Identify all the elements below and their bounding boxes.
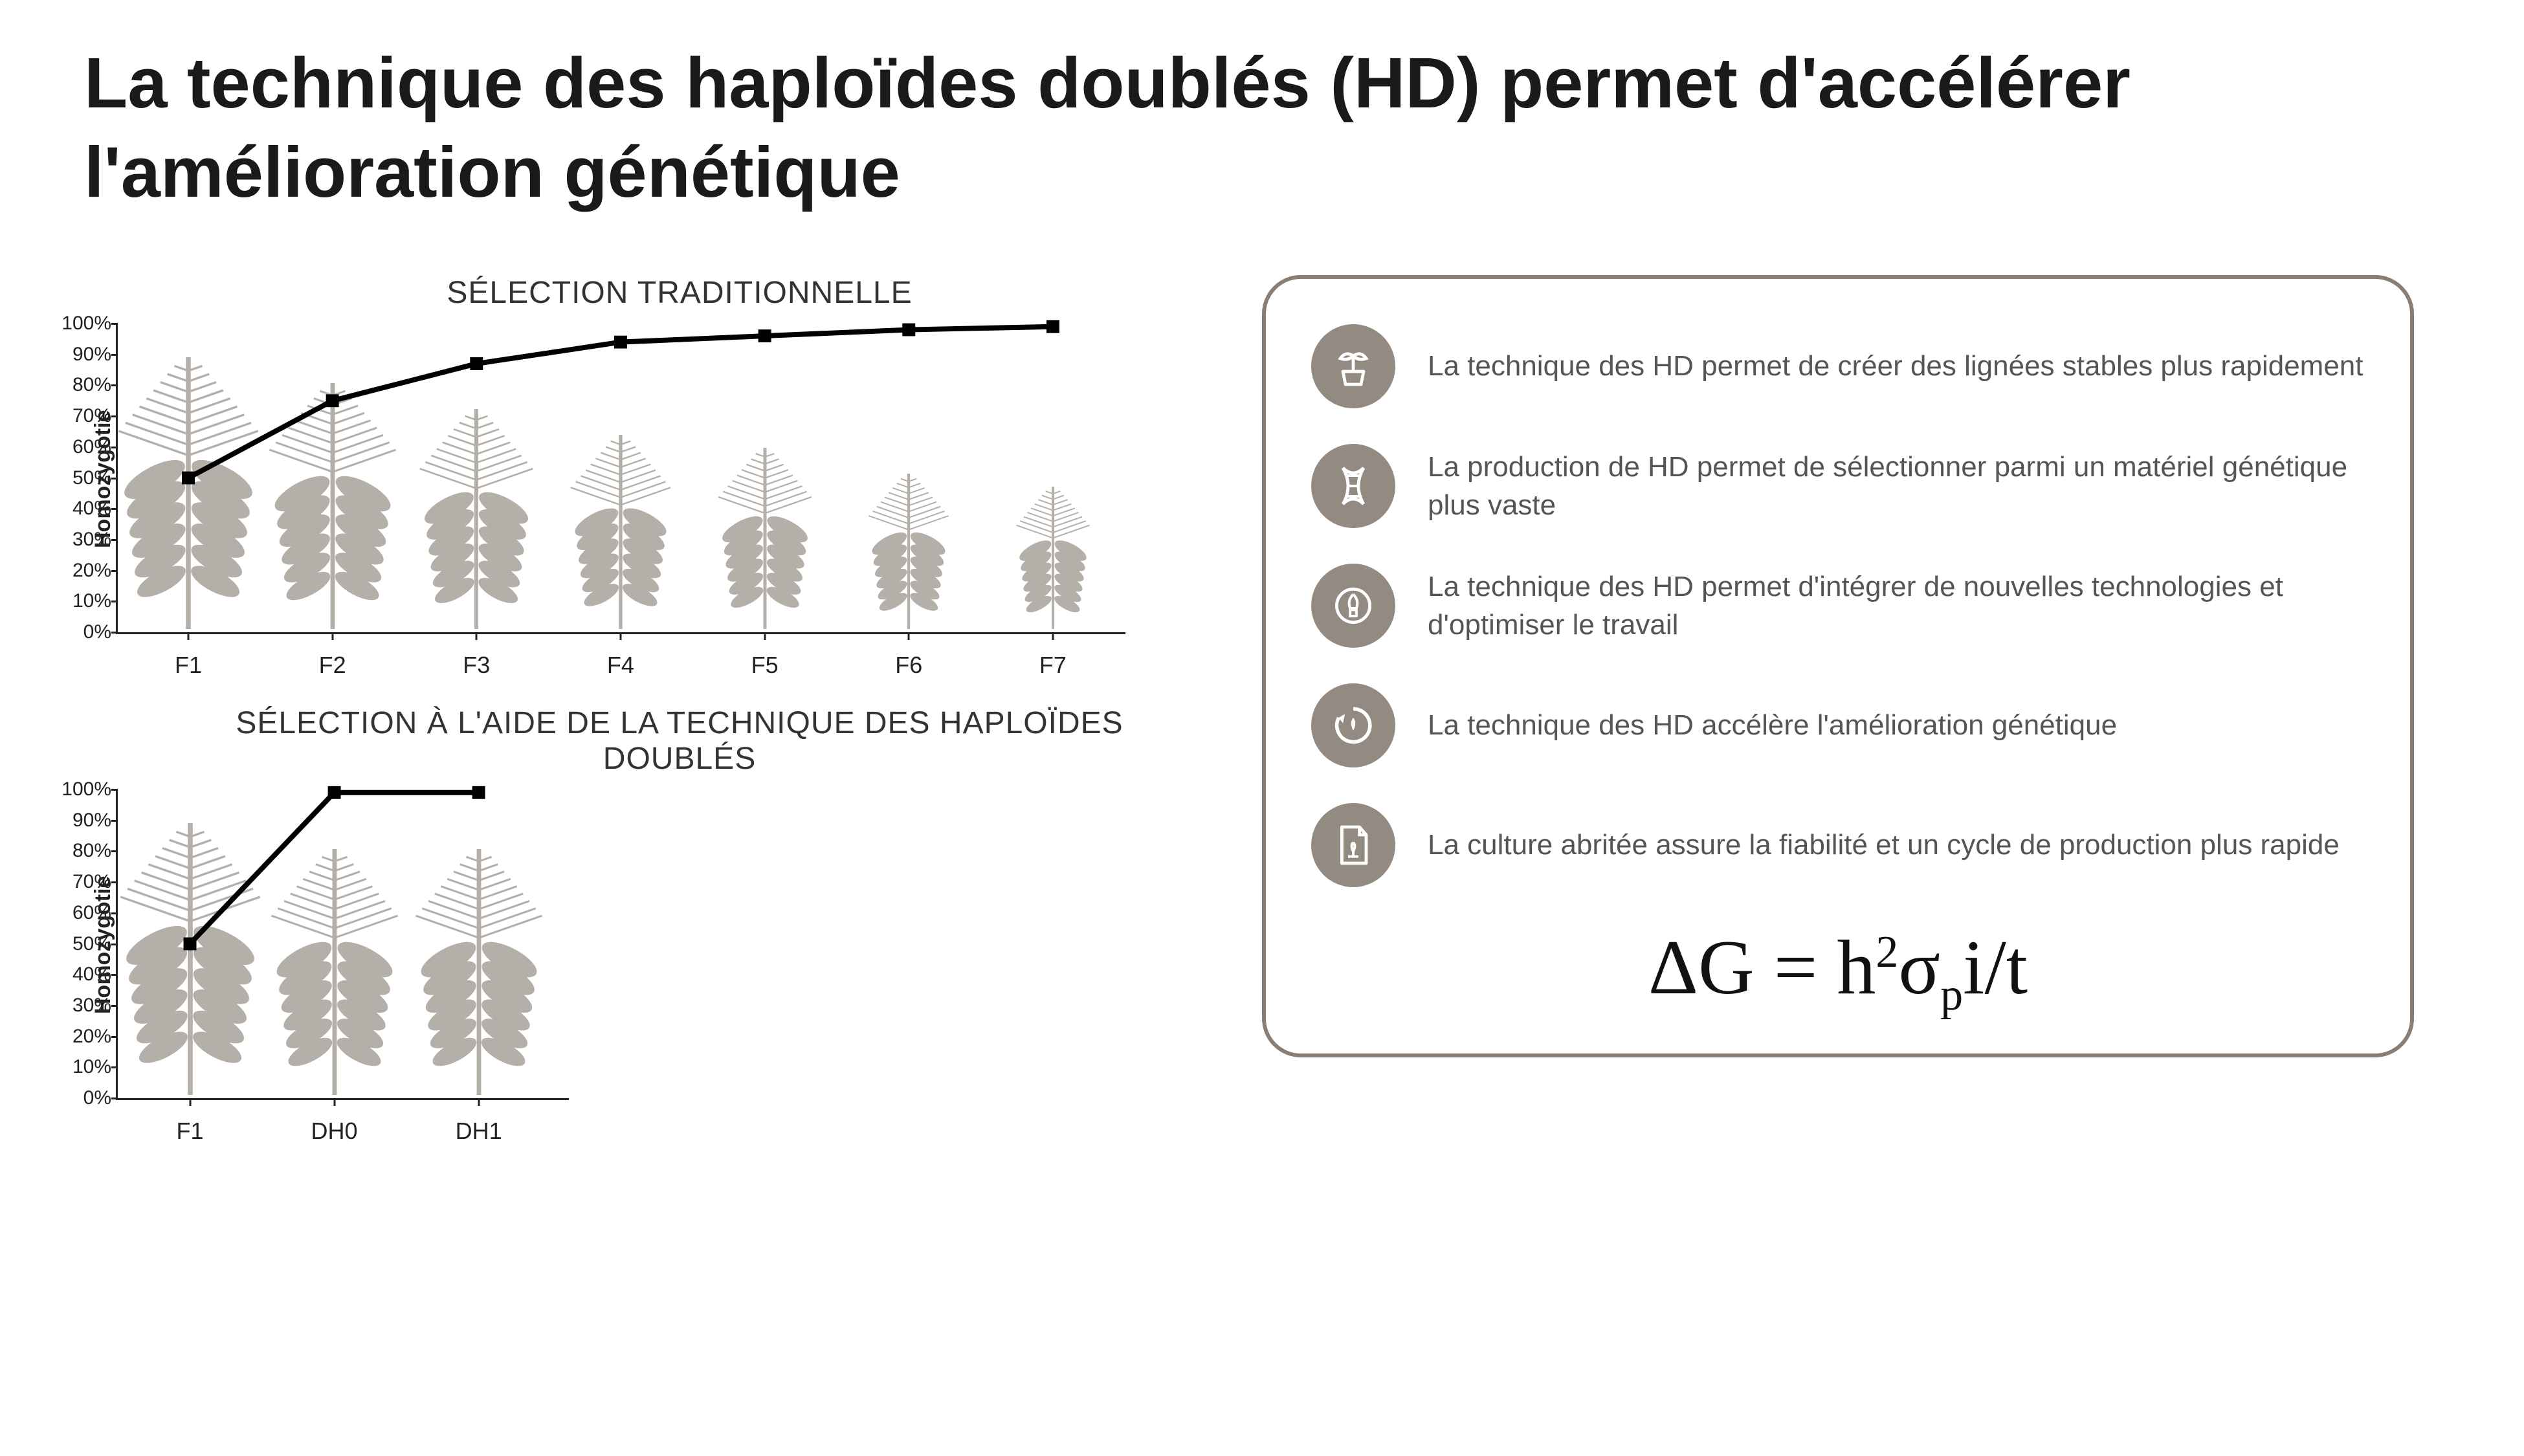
ytick-label: 30% — [47, 995, 111, 1017]
formula-eq: = — [1755, 924, 1837, 1010]
info-item: La technique des HD permet d'intégrer de… — [1311, 564, 2365, 648]
ytick-label: 60% — [47, 902, 111, 924]
ytick-label: 40% — [47, 498, 111, 520]
charts-column: SÉLECTION TRADITIONNELLE Homozygotie 0%1… — [84, 275, 1197, 1171]
chart2-plot: 0%10%20%30%40%50%60%70%80%90%100% F1 DH0… — [116, 789, 569, 1100]
ytick-label: 70% — [47, 871, 111, 893]
ytick-label: 90% — [47, 344, 111, 366]
formula-delta: Δ — [1648, 924, 1698, 1010]
ytick-label: 30% — [47, 529, 111, 551]
info-item-text: La technique des HD permet de créer des … — [1428, 347, 2363, 385]
ytick-label: 10% — [47, 590, 111, 612]
bulb-icon — [1311, 564, 1395, 648]
info-column: La technique des HD permet de créer des … — [1262, 275, 2414, 1171]
ytick-label: 50% — [47, 467, 111, 489]
info-item-text: La technique des HD accélère l'améliorat… — [1428, 706, 2117, 744]
info-box: La technique des HD permet de créer des … — [1262, 275, 2414, 1057]
ytick-label: 60% — [47, 436, 111, 458]
ytick-label: 90% — [47, 810, 111, 832]
chart1-title: SÉLECTION TRADITIONNELLE — [162, 275, 1197, 311]
ytick-label: 80% — [47, 374, 111, 396]
ytick-label: 20% — [47, 560, 111, 582]
ytick-label: 80% — [47, 840, 111, 862]
ytick-label: 20% — [47, 1026, 111, 1048]
info-item: La technique des HD permet de créer des … — [1311, 324, 2365, 408]
formula-h: h — [1837, 924, 1876, 1010]
info-item-text: La production de HD permet de sélectionn… — [1428, 448, 2365, 525]
formula-slash: / — [1984, 924, 2006, 1010]
content-row: SÉLECTION TRADITIONNELLE Homozygotie 0%1… — [84, 275, 2440, 1171]
ytick-label: 0% — [47, 621, 111, 643]
chart-traditional: SÉLECTION TRADITIONNELLE Homozygotie 0%1… — [84, 275, 1197, 634]
ytick-label: 50% — [47, 933, 111, 955]
ytick-label: 100% — [47, 313, 111, 335]
doc-icon — [1311, 803, 1395, 887]
ytick-label: 10% — [47, 1056, 111, 1078]
chart2-title: SÉLECTION À L'AIDE DE LA TECHNIQUE DES H… — [162, 705, 1197, 777]
formula-i: i — [1963, 924, 1984, 1010]
info-item: La production de HD permet de sélectionn… — [1311, 444, 2365, 528]
ytick-label: 70% — [47, 405, 111, 427]
formula-sub: p — [1940, 970, 1963, 1020]
page-title: La technique des haploïdes doublés (HD) … — [84, 39, 2440, 217]
formula-t: t — [2006, 924, 2028, 1010]
cycle-icon — [1311, 683, 1395, 767]
info-item: La technique des HD accélère l'améliorat… — [1311, 683, 2365, 767]
formula-sup: 2 — [1876, 927, 1898, 977]
sprout-icon — [1311, 324, 1395, 408]
ytick-label: 0% — [47, 1087, 111, 1109]
chart-dh: SÉLECTION À L'AIDE DE LA TECHNIQUE DES H… — [84, 705, 1197, 1100]
info-item: La culture abritée assure la fiabilité e… — [1311, 803, 2365, 887]
formula: ΔG = h2σpi/t — [1311, 923, 2365, 1021]
chart1-plot: 0%10%20%30%40%50%60%70%80%90%100% F1 F2 … — [116, 324, 1125, 634]
ytick-label: 40% — [47, 964, 111, 986]
info-item-text: La technique des HD permet d'intégrer de… — [1428, 568, 2365, 645]
info-item-text: La culture abritée assure la fiabilité e… — [1428, 826, 2340, 864]
ytick-label: 100% — [47, 778, 111, 800]
dna-icon — [1311, 444, 1395, 528]
formula-G: G — [1698, 924, 1755, 1010]
formula-sigma: σ — [1898, 924, 1940, 1010]
